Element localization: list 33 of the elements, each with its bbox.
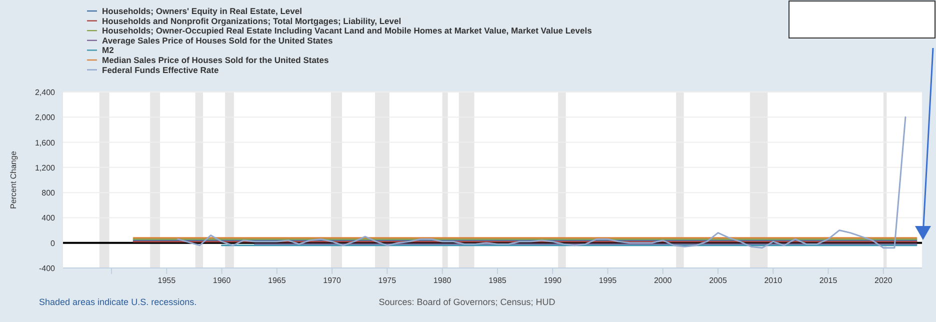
legend-label: Households; Owner-Occupied Real Estate Including Vacant Land and Mobile Homes at Market Value, Market Value Levels xyxy=(102,26,592,36)
x-tick-label: 1960 xyxy=(212,276,232,285)
source-note: Sources: Board of Governors; Census; HUD xyxy=(378,297,556,307)
y-tick-label: 1,200 xyxy=(34,163,56,172)
y-tick-label: 800 xyxy=(42,188,56,198)
x-tick-label: 2010 xyxy=(764,276,783,285)
y-tick-label: 0 xyxy=(50,238,56,248)
y-tick-label: 400 xyxy=(42,214,56,223)
x-tick-label: 1995 xyxy=(598,276,618,285)
line-series xyxy=(176,116,906,249)
x-tick-label: 1980 xyxy=(433,276,452,285)
text: Shaded areas indicate U.S. recessions. xyxy=(39,297,197,307)
legend-label: M2 xyxy=(102,45,114,56)
x-tick-label: 1990 xyxy=(544,276,562,285)
x-tick-label: 2000 xyxy=(654,276,672,285)
x-tick-label: 1965 xyxy=(268,276,286,285)
legend-label: Federal Funds Effective Rate xyxy=(102,64,219,75)
legend-label: Households and Nonprofit Organizations; Total Mortgages; Liability, Level xyxy=(102,16,402,26)
x-tick-label: 1985 xyxy=(488,276,507,285)
x-tick-label: 2005 xyxy=(709,276,728,285)
legend-label: Median Sales Price of Houses Sold for the United States xyxy=(102,55,329,65)
y-axis-title: Percent Change xyxy=(9,150,18,209)
x-tick-label: 2015 xyxy=(819,276,838,285)
x-tick-label: 1975 xyxy=(378,276,397,285)
y-tick-label: 2,000 xyxy=(34,113,56,122)
y-tick-label: -400 xyxy=(38,264,56,273)
x-tick-label: 1955 xyxy=(158,276,176,285)
legend-label: Households; Owners' Equity in Real Estate, Level xyxy=(102,6,302,16)
x-tick-label: 2020 xyxy=(874,276,893,285)
y-tick-label: 1,600 xyxy=(34,138,56,148)
legend-label: Average Sales Price of Houses Sold for the United States xyxy=(102,35,333,46)
x-tick-label: 1970 xyxy=(323,276,342,285)
y-tick-label: 2,400 xyxy=(34,88,56,97)
